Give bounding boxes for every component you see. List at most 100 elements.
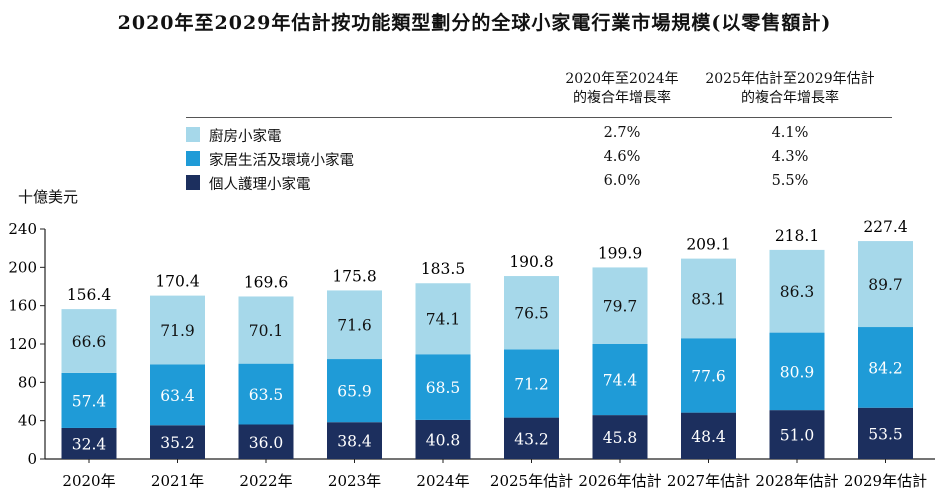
total-label: 175.8	[332, 267, 376, 285]
x-tick-label: 2021年	[151, 472, 204, 490]
x-tick-label: 2026年估計	[578, 472, 661, 490]
bar-segment	[415, 283, 471, 355]
data-label: 68.5	[426, 379, 461, 397]
legend-swatch	[186, 175, 200, 190]
bar-segment	[769, 410, 825, 459]
data-label: 53.5	[868, 425, 903, 443]
legend-label: 個人護理小家電	[209, 177, 311, 193]
y-tick-label: 240	[8, 220, 37, 238]
data-label: 66.6	[72, 333, 107, 351]
data-label: 35.2	[160, 434, 195, 452]
bar-segment	[327, 290, 382, 360]
data-label: 70.1	[249, 322, 284, 340]
bar-segment	[327, 359, 382, 423]
total-label: 183.5	[421, 260, 465, 278]
data-label: 77.6	[691, 367, 726, 385]
data-label: 76.5	[514, 305, 549, 323]
bar-segment	[858, 407, 913, 459]
total-label: 170.4	[155, 273, 200, 291]
y-tick-label: 80	[18, 373, 37, 391]
y-tick-label: 40	[18, 412, 37, 430]
bar-segment	[150, 364, 205, 426]
data-label: 71.2	[514, 375, 549, 393]
bar-segment	[238, 363, 294, 425]
x-tick-label: 2020年	[62, 472, 115, 490]
data-label: 48.4	[691, 428, 726, 446]
data-label: 36.0	[249, 434, 284, 452]
y-axis-unit-label: 十億美元	[18, 188, 79, 206]
y-tick-label: 200	[8, 258, 37, 276]
cagr-value: 4.3%	[771, 149, 809, 165]
bar-segment	[592, 343, 648, 416]
data-label: 79.7	[603, 298, 638, 316]
cagr-value: 2.7%	[603, 125, 641, 141]
legend-label: 家居生活及環境小家電	[209, 153, 354, 169]
total-label: 169.6	[244, 273, 288, 291]
bar-segment	[61, 427, 117, 459]
bar-segment	[858, 327, 913, 408]
cagr-value: 6.0%	[603, 173, 641, 189]
bar-segment	[61, 309, 117, 373]
data-label: 40.8	[426, 431, 461, 449]
bar-segment	[769, 249, 825, 333]
data-label: 80.9	[780, 363, 815, 381]
data-label: 71.6	[337, 317, 372, 335]
data-label: 65.9	[337, 383, 372, 401]
data-label: 83.1	[691, 290, 726, 308]
bar-segment	[238, 424, 294, 459]
y-tick-label: 120	[8, 335, 37, 353]
header-line: 2020年至2024年	[565, 71, 679, 87]
data-label: 63.5	[249, 386, 284, 404]
legend-swatch	[186, 151, 200, 166]
bar-segment	[592, 267, 648, 344]
table-rule	[186, 117, 892, 118]
data-label: 86.3	[780, 283, 815, 301]
bar-segment	[592, 415, 648, 459]
data-label: 63.4	[160, 387, 195, 405]
header-line: 的複合年增長率	[741, 90, 839, 106]
bar-segment	[858, 241, 913, 328]
cagr-value: 5.5%	[771, 173, 809, 189]
data-label: 57.4	[72, 392, 107, 410]
data-label: 84.2	[868, 359, 903, 377]
bar-segment	[61, 372, 117, 428]
total-label: 227.4	[863, 218, 908, 236]
total-label: 190.8	[509, 253, 553, 271]
chart-title: 2020年至2029年估計按功能類型劃分的全球小家電行業市場規模(以零售額計)	[117, 12, 832, 34]
bar-segment	[681, 258, 736, 339]
total-label: 156.4	[67, 286, 112, 304]
x-tick-label: 2023年	[328, 472, 381, 490]
header-line: 2025年估計至2029年估計	[705, 71, 875, 87]
data-label: 45.8	[603, 429, 638, 447]
bar-segment	[415, 419, 471, 459]
bar-segment	[681, 338, 736, 413]
bar-segment	[150, 425, 205, 459]
total-label: 218.1	[775, 227, 819, 245]
x-tick-label: 2024年	[416, 472, 469, 490]
cagr-value: 4.1%	[771, 125, 809, 141]
x-tick-label: 2022年	[239, 472, 292, 490]
data-label: 89.7	[868, 276, 903, 294]
x-tick-label: 2025年估計	[490, 472, 573, 490]
data-label: 74.4	[603, 371, 638, 389]
legend-swatch	[186, 127, 200, 142]
x-tick-label: 2027年估計	[667, 472, 750, 490]
bar-segment	[504, 417, 559, 459]
x-tick-label: 2029年估計	[844, 472, 927, 490]
bar-segment	[415, 354, 471, 420]
total-label: 199.9	[598, 244, 642, 262]
data-label: 43.2	[514, 430, 549, 448]
data-label: 74.1	[426, 311, 461, 329]
bar-segment	[150, 295, 205, 365]
x-tick-label: 2028年估計	[755, 472, 838, 490]
data-label: 51.0	[780, 427, 815, 445]
bar-segment	[504, 349, 559, 418]
legend-table: 2020年至2024年 的複合年增長率 2025年估計至2029年估計 的複合年…	[0, 0, 949, 200]
data-label: 71.9	[160, 322, 195, 340]
y-tick-label: 0	[27, 450, 37, 468]
total-label: 209.1	[686, 236, 730, 254]
bar-segment	[681, 412, 736, 459]
cagr-2025-2029-header: 2025年估計至2029年估計 的複合年增長率	[690, 70, 890, 108]
header-line: 的複合年增長率	[573, 90, 671, 106]
